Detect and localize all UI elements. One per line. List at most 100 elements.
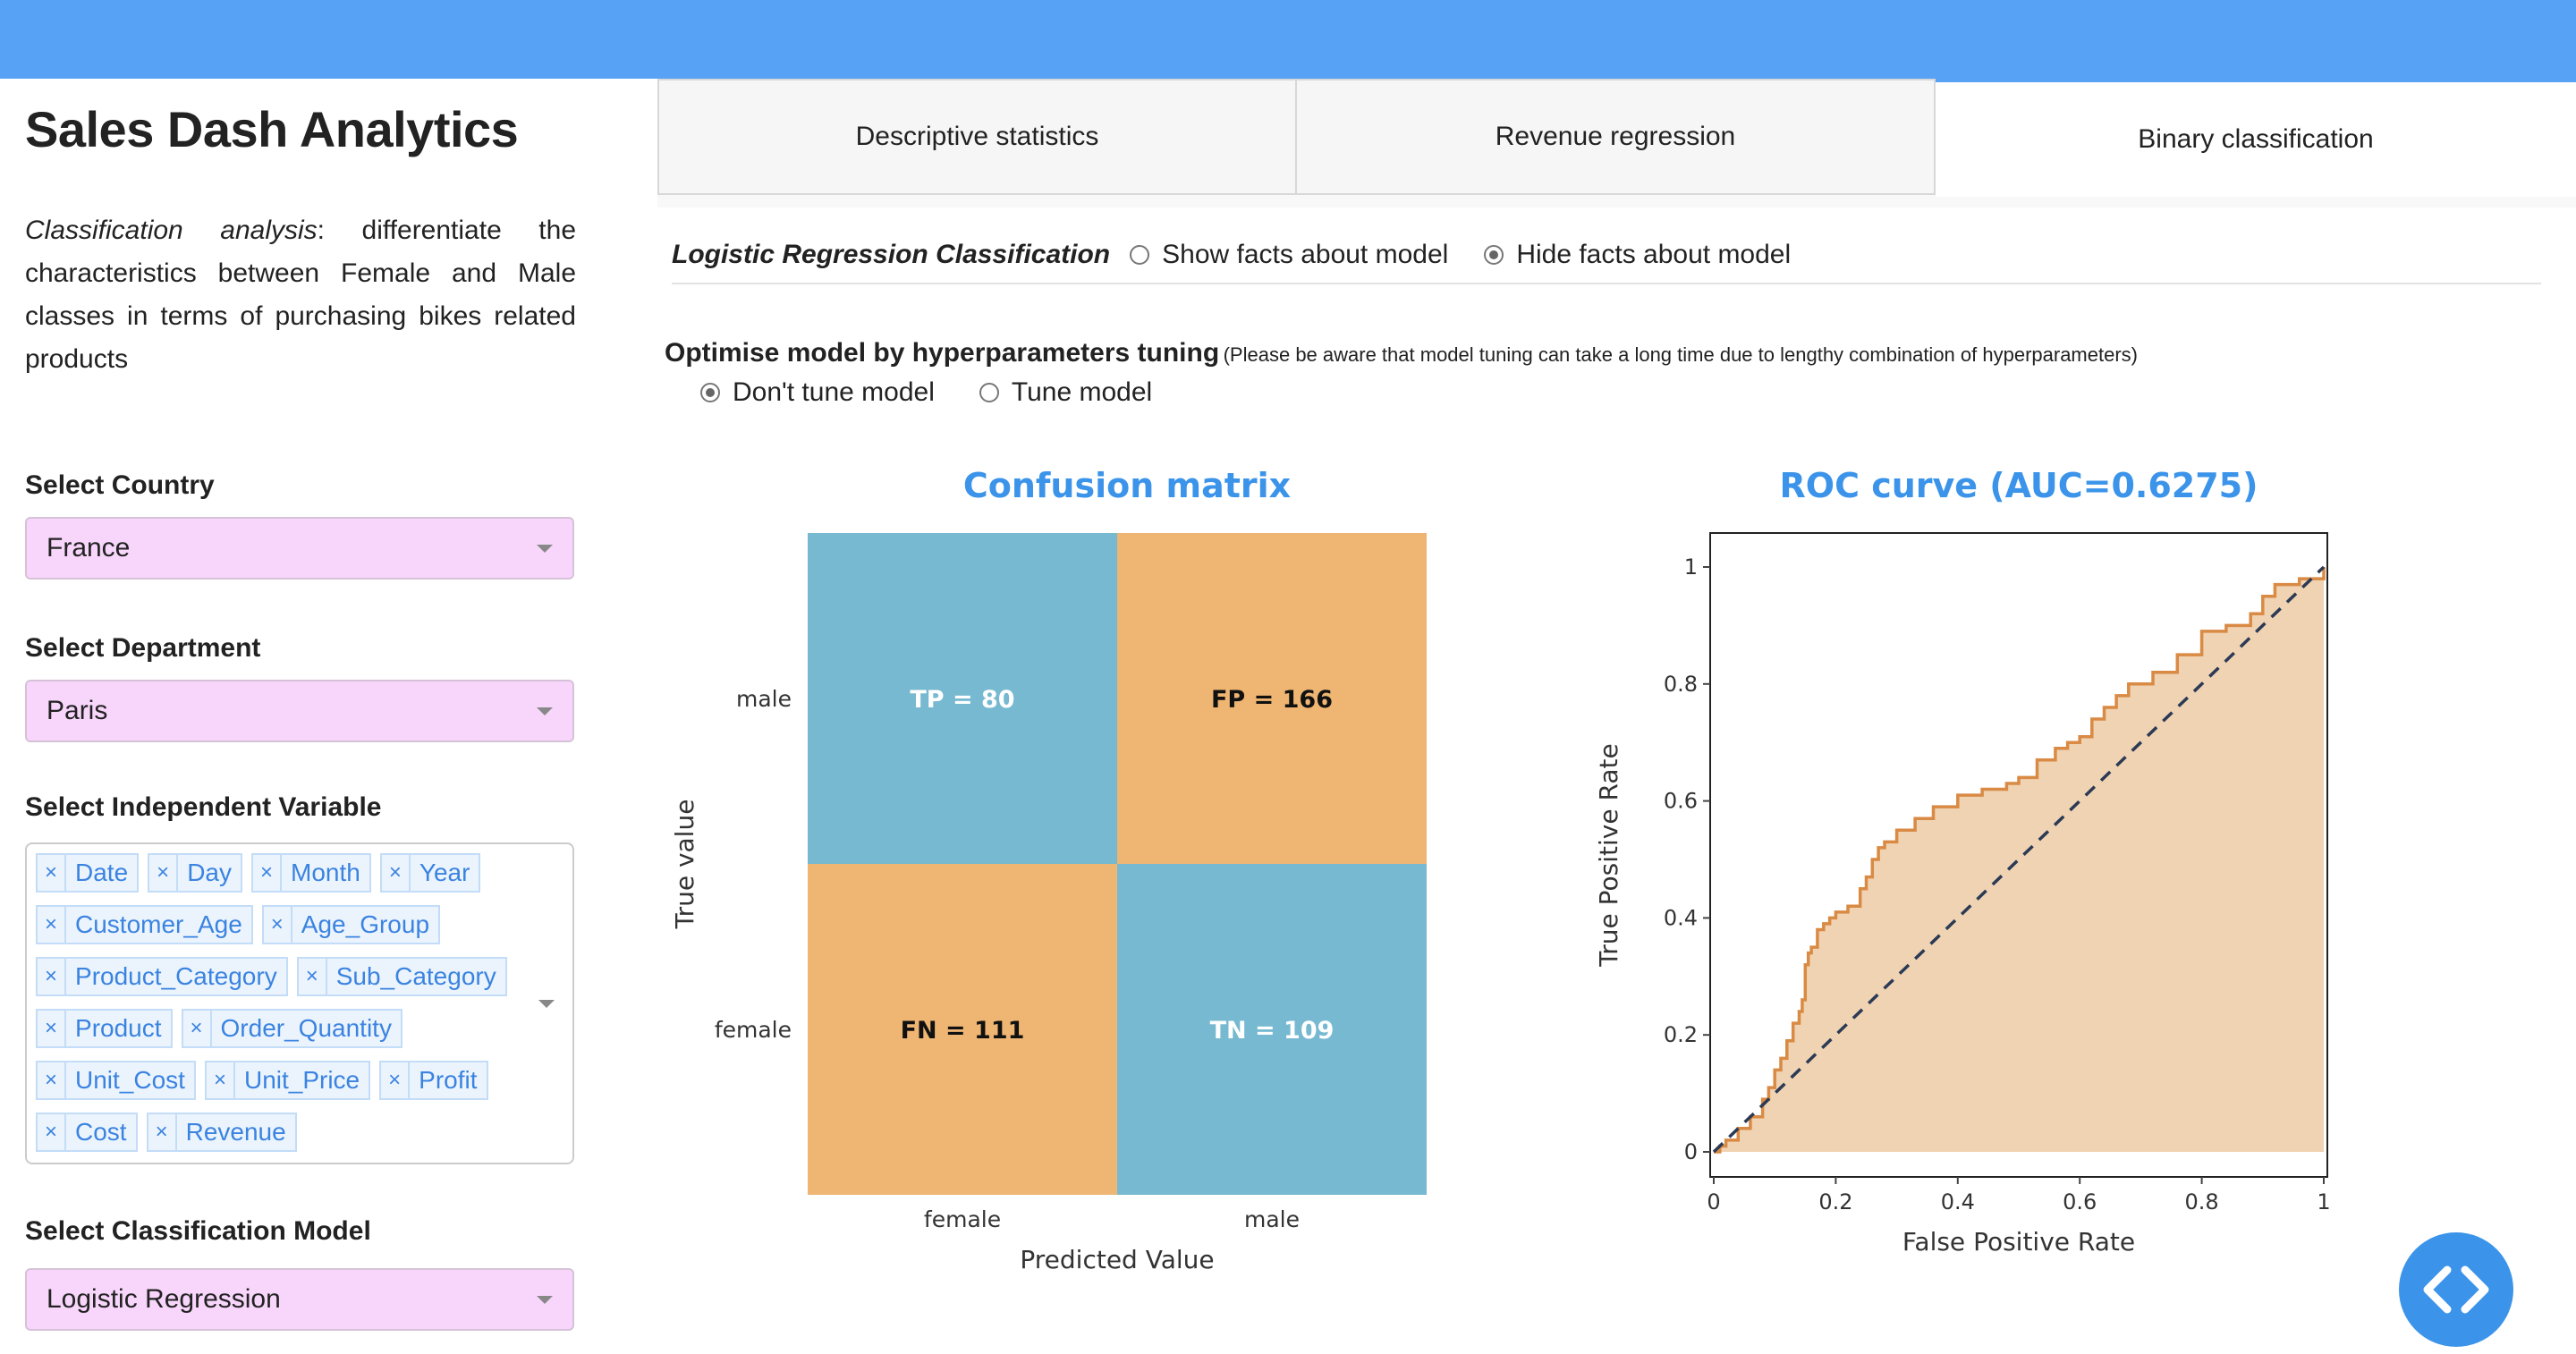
- tune-model-radio[interactable]: Tune model: [979, 377, 1152, 408]
- remove-chip-icon[interactable]: ×: [299, 959, 327, 994]
- matrix-cell: [1117, 864, 1427, 1195]
- divider: [672, 283, 2541, 284]
- x-axis-title: False Positive Rate: [1902, 1227, 2135, 1257]
- remove-chip-icon[interactable]: ×: [38, 1114, 67, 1150]
- variable-chip[interactable]: × Date: [36, 853, 140, 893]
- matrix-cell: [1117, 533, 1427, 864]
- remove-chip-icon[interactable]: ×: [264, 907, 292, 943]
- x-tick-label: male: [1244, 1206, 1300, 1232]
- variable-chip[interactable]: × Product_Category: [36, 957, 288, 996]
- remove-chip-icon[interactable]: ×: [38, 907, 67, 943]
- radio-icon: [979, 383, 999, 402]
- tab-binary-classification[interactable]: Binary classification: [1936, 79, 2576, 197]
- independent-variable-multiselect[interactable]: × Date × Day × Month × Year × Customer_Age × Age_Gr…: [25, 842, 574, 1164]
- remove-chip-icon[interactable]: ×: [183, 1011, 212, 1046]
- y-axis-title: True value: [670, 800, 699, 930]
- remove-chip-icon[interactable]: ×: [207, 1062, 235, 1098]
- chip-label: Day: [187, 859, 232, 886]
- variable-chip[interactable]: × Age_Group: [261, 905, 441, 944]
- top-banner: [0, 0, 2576, 79]
- cell-label: FP = 166: [1211, 686, 1333, 714]
- chip-label: Month: [291, 859, 360, 886]
- reference-line: [1712, 565, 2326, 1154]
- y-tick-label: 0.8: [1664, 672, 1698, 697]
- variable-chip[interactable]: × Year: [379, 853, 481, 893]
- description-text: : differentiate the characteristics betw…: [25, 216, 576, 374]
- country-value: France: [47, 533, 131, 563]
- radio-icon: [1130, 245, 1150, 265]
- radio-label: Tune model: [1011, 377, 1153, 407]
- classification-model-value: Logistic Regression: [47, 1284, 281, 1314]
- remove-chip-icon[interactable]: ×: [38, 855, 67, 891]
- chevron-down-icon: [537, 1296, 553, 1304]
- chip-label: Product_Category: [75, 962, 277, 990]
- remove-chip-icon[interactable]: ×: [38, 959, 67, 994]
- y-tick-label: male: [736, 686, 792, 712]
- remove-chip-icon[interactable]: ×: [149, 855, 179, 891]
- remove-chip-icon[interactable]: ×: [253, 855, 282, 891]
- variable-chip[interactable]: × Revenue: [146, 1113, 297, 1152]
- matrix-cell: [808, 533, 1117, 864]
- remove-chip-icon[interactable]: ×: [148, 1114, 177, 1150]
- radio-label: Show facts about model: [1162, 240, 1449, 269]
- chart-title: Confusion matrix: [963, 466, 1291, 505]
- variable-chip[interactable]: × Day: [148, 853, 242, 893]
- dont-tune-radio[interactable]: Don't tune model: [700, 377, 935, 408]
- chip-label: Customer_Age: [75, 910, 242, 938]
- variable-chip[interactable]: × Product: [36, 1009, 173, 1048]
- model-name-heading: Logistic Regression Classification: [672, 240, 1111, 269]
- chevron-down-icon: [537, 545, 553, 553]
- chip-list: × Date × Day × Month × Year × Customer_Age × Age_Gr…: [36, 853, 532, 1164]
- variable-chip[interactable]: × Cost: [36, 1113, 138, 1152]
- radio-selected-icon: [1484, 245, 1504, 265]
- chip-label: Profit: [419, 1066, 478, 1094]
- roc-curve-chart: ROC curve (AUC=0.6275) 0 0.2 0.4 0.6 0.8 1 0 0.2…: [1594, 466, 2331, 1257]
- x-tick-label: 0.8: [2185, 1189, 2219, 1214]
- variable-chip[interactable]: × Month: [250, 853, 371, 893]
- variable-chip[interactable]: × Profit: [379, 1061, 488, 1100]
- roc-line: [1714, 567, 2326, 1154]
- app-description: Classification analysis: differentiate t…: [25, 209, 576, 381]
- department-label: Select Department: [25, 633, 261, 663]
- remove-chip-icon[interactable]: ×: [38, 1062, 67, 1098]
- classification-model-select[interactable]: Logistic Regression: [25, 1268, 574, 1331]
- matrix-cell: [808, 864, 1117, 1195]
- y-tick-label: 0.4: [1664, 905, 1698, 930]
- cell-label: TN = 109: [1210, 1017, 1335, 1045]
- variable-chip[interactable]: × Order_Quantity: [181, 1009, 402, 1048]
- x-tick-label: 0.6: [2063, 1189, 2097, 1214]
- app-title: Sales Dash Analytics: [25, 101, 519, 157]
- chip-label: Year: [419, 859, 470, 886]
- tab-label: Revenue regression: [1495, 122, 1736, 151]
- radio-selected-icon: [700, 383, 720, 402]
- chip-label: Sub_Category: [335, 962, 496, 990]
- tab-revenue-regression[interactable]: Revenue regression: [1295, 79, 1936, 195]
- code-brackets-icon: [2423, 1265, 2489, 1314]
- tab-label: Binary classification: [2138, 124, 2374, 154]
- remove-chip-icon[interactable]: ×: [382, 855, 411, 891]
- chevron-down-icon[interactable]: [538, 1000, 555, 1008]
- variable-chip[interactable]: × Unit_Cost: [36, 1061, 196, 1100]
- department-value: Paris: [47, 696, 108, 725]
- x-tick-label: female: [924, 1206, 1001, 1232]
- department-select[interactable]: Paris: [25, 680, 574, 742]
- remove-chip-icon[interactable]: ×: [381, 1062, 411, 1098]
- show-facts-radio[interactable]: Show facts about model: [1130, 240, 1448, 270]
- code-toggle-button[interactable]: [2399, 1232, 2513, 1347]
- radio-label: Hide facts about model: [1516, 240, 1792, 269]
- remove-chip-icon[interactable]: ×: [38, 1011, 67, 1046]
- x-tick-label: 0: [1707, 1189, 1720, 1214]
- x-axis-title: Predicted Value: [1020, 1245, 1214, 1274]
- chart-title: ROC curve (AUC=0.6275): [1780, 466, 2258, 505]
- cell-label: FN = 111: [901, 1017, 1025, 1045]
- x-tick-label: 0.4: [1941, 1189, 1975, 1214]
- country-select[interactable]: France: [25, 517, 574, 580]
- chip-label: Order_Quantity: [220, 1014, 392, 1042]
- variable-chip[interactable]: × Unit_Price: [204, 1061, 371, 1100]
- tab-descriptive-statistics[interactable]: Descriptive statistics: [657, 79, 1297, 195]
- variable-chip[interactable]: × Customer_Age: [36, 905, 253, 944]
- variable-chip[interactable]: × Sub_Category: [296, 957, 507, 996]
- x-tick-label: 1: [2317, 1189, 2330, 1214]
- country-label: Select Country: [25, 470, 215, 500]
- hide-facts-radio[interactable]: Hide facts about model: [1484, 240, 1791, 270]
